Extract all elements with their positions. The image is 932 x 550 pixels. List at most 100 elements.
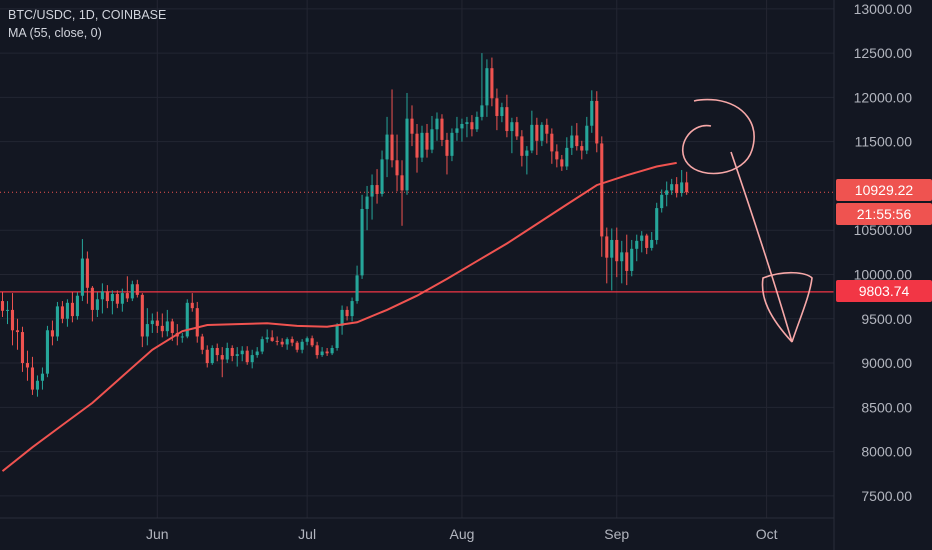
candle-body (545, 124, 549, 134)
y-tick-label: 10000.00 (854, 266, 913, 282)
candle-body (435, 118, 439, 130)
candle-body (365, 196, 369, 209)
candle-body (575, 135, 579, 147)
candle-body (275, 340, 279, 342)
candle-body (495, 98, 499, 116)
candle-body (670, 184, 674, 191)
candle-body (195, 308, 199, 337)
y-tick-label: 10500.00 (854, 222, 913, 238)
drawn-arrow (730, 151, 813, 343)
y-tick-label: 12500.00 (854, 45, 913, 61)
candle-body (580, 146, 584, 151)
candle-body (190, 302, 194, 309)
y-tick-label: 12000.00 (854, 89, 913, 105)
candle-body (400, 175, 404, 191)
candle-body (165, 321, 169, 332)
y-tick-label: 13000.00 (854, 1, 913, 17)
x-tick-label: Oct (756, 526, 778, 542)
user-drawing[interactable] (682, 98, 813, 343)
candle-body (665, 190, 669, 195)
y-tick-label: 8000.00 (861, 444, 912, 460)
candle-body (675, 184, 679, 194)
candle-body (590, 100, 594, 126)
y-tick-label: 9000.00 (861, 355, 912, 371)
candle-body (305, 338, 309, 342)
candle-body (285, 339, 289, 345)
candle-body (30, 367, 35, 390)
candle-body (380, 159, 384, 194)
candle-body (440, 118, 444, 140)
candle-body (130, 284, 134, 299)
x-tick-label: Sep (604, 526, 629, 542)
candle-body (245, 350, 249, 363)
candle-body (40, 373, 44, 381)
candle-body (0, 301, 5, 311)
candle-body (355, 275, 359, 302)
candle-body (250, 355, 254, 363)
candle-body (685, 182, 689, 193)
candle-body (15, 330, 20, 333)
candle-body (615, 239, 619, 262)
candle-body (505, 107, 509, 132)
candle-body (205, 349, 209, 364)
candle-body (375, 185, 379, 194)
candle-body (620, 252, 624, 262)
candle-body (490, 68, 494, 99)
candle-body (405, 118, 409, 191)
symbol-label[interactable]: BTC/USDC, 1D, COINBASE (8, 8, 167, 22)
candle-body (240, 350, 244, 355)
candle-body (120, 293, 124, 304)
candle-body (35, 380, 40, 390)
candle-body (485, 68, 489, 106)
candle-body (480, 105, 484, 117)
candle-body (270, 337, 274, 341)
candle-body (65, 302, 69, 319)
candle-body (295, 342, 299, 350)
candle-body (230, 347, 234, 356)
candle-body (530, 124, 534, 151)
candle-body (80, 258, 84, 296)
candle-body (415, 133, 419, 158)
candle-body (625, 252, 629, 271)
candle-body (10, 309, 15, 331)
candle-body (180, 336, 184, 338)
candle-body (600, 143, 604, 237)
candle-body (125, 293, 129, 299)
candle-body (630, 248, 634, 271)
candle-body (150, 320, 154, 325)
candle-body (550, 133, 554, 152)
candle-body (325, 351, 329, 354)
candle-body (320, 351, 324, 356)
candle-body (315, 345, 319, 356)
candle-body (95, 299, 99, 310)
candle-body (655, 208, 659, 240)
candle-body (660, 194, 664, 209)
x-axis-ticks: Jun Jul Aug Sep Oct (146, 526, 778, 542)
candle-body (470, 122, 474, 130)
candle-body (430, 129, 434, 150)
candle-body (220, 355, 224, 360)
indicator-label[interactable]: MA (55, close, 0) (8, 26, 102, 40)
candle-body (110, 293, 114, 302)
y-axis-ticks: 13000.00 12500.00 12000.00 11500.00 10500.00… (854, 1, 913, 504)
candle-body (465, 122, 469, 124)
candle-body (50, 330, 54, 337)
drawn-circle (682, 98, 755, 175)
candle-body (5, 309, 10, 311)
candle-body (370, 185, 374, 197)
candle-body (455, 128, 459, 133)
candle-body (395, 160, 399, 176)
y-tick-label: 7500.00 (861, 488, 912, 504)
candle-body (160, 325, 164, 332)
candle-body (510, 122, 514, 132)
ma-path (1, 161, 677, 472)
candle-body (135, 284, 139, 295)
candle-body (445, 139, 449, 156)
candle-body (585, 125, 589, 151)
candle-body (610, 239, 614, 258)
candle-body (235, 354, 239, 356)
candle-body (85, 258, 89, 288)
candle-body (475, 116, 479, 130)
candle-body (680, 182, 684, 194)
